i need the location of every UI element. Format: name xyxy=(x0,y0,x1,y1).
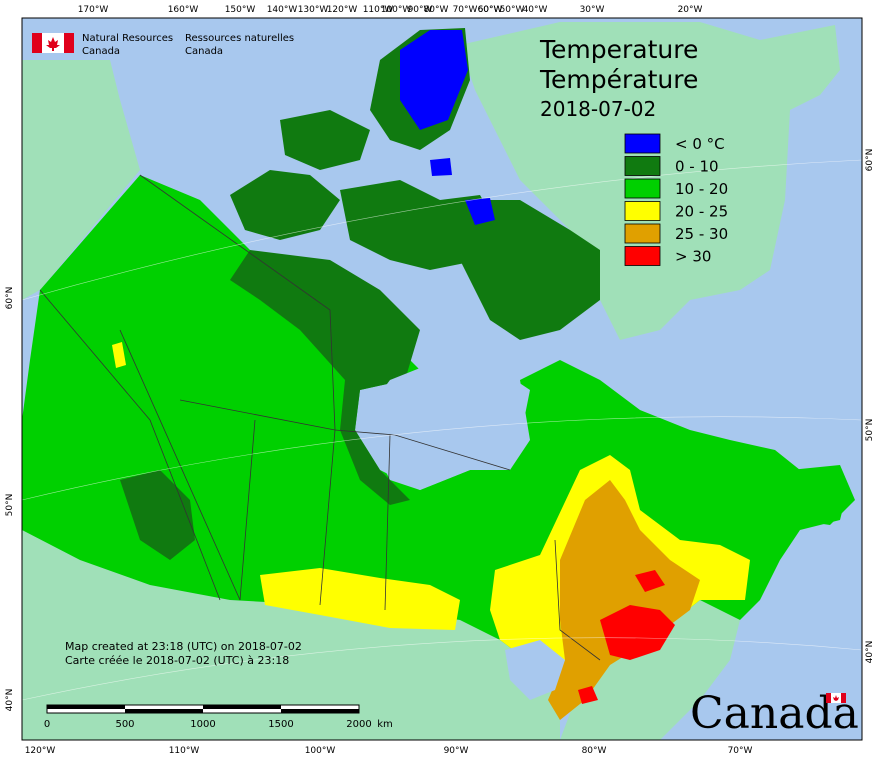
lat-label: 40°N xyxy=(865,641,875,664)
legend-label: 20 - 25 xyxy=(675,203,728,221)
legend-label: > 30 xyxy=(675,248,711,266)
legend-label: < 0 °C xyxy=(675,135,725,153)
lon-label: 120°W xyxy=(327,5,358,15)
created-note-en: Map created at 23:18 (UTC) on 2018-07-02 xyxy=(65,640,302,653)
map-border xyxy=(21,17,863,741)
legend-label: 0 - 10 xyxy=(675,158,719,176)
baffin-cold xyxy=(465,198,495,225)
montreal-very-hot xyxy=(600,605,675,660)
lon-label: 70°W xyxy=(453,5,478,15)
lat-label: 60°N xyxy=(5,287,15,310)
lon-label: 100°W xyxy=(381,5,412,15)
canada-flag-icon xyxy=(32,33,74,53)
great-lakes xyxy=(505,640,565,700)
scale-label: 1500 xyxy=(268,719,293,730)
lon-label: 60°W xyxy=(478,5,503,15)
alaska-land xyxy=(22,60,140,300)
hudson-bay xyxy=(370,360,530,490)
legend: < 0 °C 0 - 10 10 - 20 20 - 25 25 - 30 > 30 xyxy=(624,133,728,266)
scale-label: 0 xyxy=(44,719,50,730)
lat-label: 50°N xyxy=(5,494,15,517)
lon-label: 140°W xyxy=(267,5,298,15)
legend-swatch xyxy=(624,246,661,266)
lon-label: 70°W xyxy=(728,746,753,756)
map-date: 2018-07-02 xyxy=(540,97,656,121)
legend-swatch xyxy=(624,156,661,176)
ellesmere-cold xyxy=(400,30,468,130)
newfoundland xyxy=(790,465,855,525)
provincial-borders xyxy=(39,174,601,661)
left-latitude-labels: 60°N 50°N 40°N xyxy=(5,287,15,712)
quebec-hot xyxy=(548,480,700,720)
org-name-fr-line2: Canada xyxy=(185,46,223,57)
lat-label: 40°N xyxy=(5,689,15,712)
arctic-islands-central xyxy=(280,110,370,170)
org-name-en-line1: Natural Resources xyxy=(82,33,173,44)
lon-label: 90°W xyxy=(444,746,469,756)
prairie-warm xyxy=(260,568,460,630)
scale-label: 2000 xyxy=(346,719,371,730)
legend-swatch xyxy=(624,201,661,221)
scale-bar: 0 500 1000 1500 2000 km xyxy=(44,704,393,730)
lon-label: 60°W xyxy=(478,5,503,15)
devon-cold xyxy=(430,158,452,176)
lon-label: 90°W xyxy=(408,5,433,15)
title-english: Temperature xyxy=(539,35,698,64)
lon-label: 100°W xyxy=(305,746,336,756)
legend-label: 10 - 20 xyxy=(675,180,728,198)
lon-label: 110°W xyxy=(363,5,394,15)
toronto-very-hot xyxy=(578,686,598,704)
lon-label: 20°W xyxy=(678,5,703,15)
lon-label: 150°W xyxy=(225,5,256,15)
lon-label: 40°W xyxy=(523,5,548,15)
created-note-fr: Carte créée le 2018-07-02 (UTC) à 23:18 xyxy=(65,654,289,667)
hudson-coast-0-10 xyxy=(230,250,420,505)
lat-label: 50°N xyxy=(865,419,875,442)
legend-swatch xyxy=(624,133,661,154)
lon-label: 160°W xyxy=(168,5,199,15)
lon-label: 110°W xyxy=(169,746,200,756)
quebec-very-hot xyxy=(635,570,665,592)
lat-label: 60°N xyxy=(865,149,875,172)
scale-label: 1000 xyxy=(190,719,215,730)
scale-label: 500 xyxy=(115,719,134,730)
baffin-island xyxy=(450,200,600,340)
org-name-en-line2: Canada xyxy=(82,46,120,57)
usa-northeast-land xyxy=(560,600,740,740)
lon-label: 130°W xyxy=(298,5,329,15)
usa-land xyxy=(22,530,560,740)
arctic-islands-west xyxy=(230,170,340,240)
lon-label: 120°W xyxy=(25,746,56,756)
lon-label: 30°W xyxy=(580,5,605,15)
graticule xyxy=(21,159,863,701)
bc-warm-spot xyxy=(112,342,126,368)
legend-swatch xyxy=(624,178,661,199)
legend-swatch xyxy=(624,223,661,244)
bottom-longitude-labels: 120°W 110°W 100°W 90°W 80°W 70°W xyxy=(25,746,753,756)
rockies-0-10 xyxy=(120,470,195,560)
title-french: Température xyxy=(539,65,698,94)
legend-label: 25 - 30 xyxy=(675,225,728,243)
right-latitude-labels: 60°N 50°N 40°N xyxy=(865,149,875,664)
lon-label: 170°W xyxy=(78,5,109,15)
top-longitude-labels: 170°W 160°W 150°W 140°W 130°W 120°W 110°… xyxy=(78,5,703,15)
lon-label: 50°W xyxy=(500,5,525,15)
lon-label: 80°W xyxy=(424,5,449,15)
scale-label: km xyxy=(377,719,393,730)
wordmark-flag-icon xyxy=(826,693,846,703)
lon-label: 80°W xyxy=(582,746,607,756)
org-name-fr-line1: Ressources naturelles xyxy=(185,33,294,44)
